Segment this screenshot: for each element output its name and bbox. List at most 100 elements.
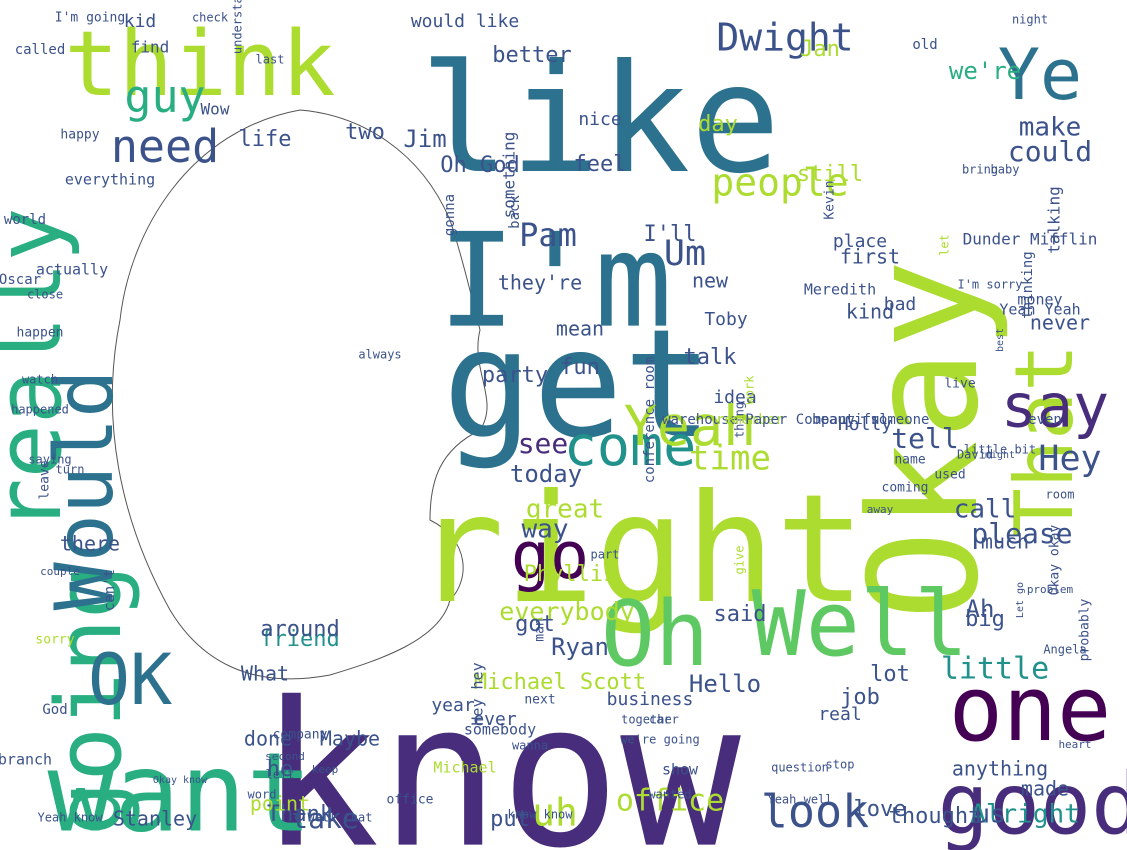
word-like: like <box>419 33 780 207</box>
word-really: really <box>0 207 82 532</box>
word-always: always <box>358 348 401 362</box>
word-ye: Ye <box>998 34 1082 116</box>
word-stop: stop <box>826 758 855 772</box>
word-get: get <box>443 298 714 472</box>
word-can-t: can't <box>102 569 118 611</box>
word-tell: tell <box>891 422 958 455</box>
word-idea: idea <box>713 387 756 408</box>
word-i-m-sorry: I'm sorry <box>957 278 1022 292</box>
word-talking: talking <box>1045 186 1064 253</box>
word-angela: Angela <box>1043 643 1086 657</box>
word-time: time <box>689 439 771 479</box>
word-everything: everything <box>65 171 155 189</box>
word-somebody: somebody <box>464 721 536 739</box>
word-beautiful: beautiful <box>812 412 888 428</box>
word-money: money <box>1017 291 1062 309</box>
word-wanna: wanna <box>512 739 548 753</box>
word-we-re-going: we're going <box>620 733 699 747</box>
word-i-m: I'm <box>438 205 673 357</box>
word-work: work <box>743 375 757 405</box>
word-think: think <box>65 12 336 117</box>
word-hey-hey: Hey hey <box>469 662 487 725</box>
word-put: put <box>490 807 530 832</box>
word-uh: uh <box>532 791 578 835</box>
word-little-bit: little bit <box>964 443 1036 457</box>
word-yeah-yeah: Yeah Yeah <box>999 301 1080 319</box>
word-oh: Oh <box>601 582 709 687</box>
word-coming: coming <box>882 481 929 496</box>
word-old: old <box>912 37 937 53</box>
word-come: come <box>564 414 696 478</box>
word-best: best <box>995 328 1006 352</box>
word-bring: bring <box>962 163 998 177</box>
word-need: need <box>111 120 219 173</box>
word-two: two <box>345 120 385 145</box>
word-called: called <box>15 42 66 58</box>
word-saying: saying <box>28 453 71 467</box>
word-thing: thing <box>733 402 747 438</box>
word-god: God <box>42 702 67 718</box>
word-company: company <box>273 728 328 743</box>
word-question: question <box>771 761 829 775</box>
word-happened: happened <box>11 403 69 417</box>
word-probably: probably <box>1078 599 1093 662</box>
head-silhouette-mask <box>111 109 488 680</box>
word-got: got <box>515 612 555 637</box>
word-actually: actually <box>36 261 108 279</box>
word-please: please <box>971 517 1072 550</box>
word-branch: branch <box>0 751 52 769</box>
word-he: he <box>267 757 294 782</box>
word-kind: kind <box>846 300 894 324</box>
word-turn: turn <box>56 463 85 477</box>
word-i-m-going: I'm going <box>55 11 125 26</box>
word-conference-room: conference room <box>642 357 658 483</box>
word-used: used <box>934 468 965 483</box>
word-year: year <box>431 695 475 716</box>
word-let-go: Let go <box>1015 582 1026 618</box>
word-baby: baby <box>991 163 1020 177</box>
word-close: close <box>27 288 63 302</box>
word-talk: talk <box>684 345 737 370</box>
word-wanted: wanted <box>648 788 691 802</box>
word-live: live <box>944 377 975 392</box>
word-know-know: know know <box>507 808 573 822</box>
word-kevin: Kevin <box>823 180 838 219</box>
word-thinking: thinking <box>1020 251 1036 318</box>
word-um: Um <box>664 234 706 274</box>
word-together: together <box>621 713 679 727</box>
word-part: part <box>591 548 620 562</box>
word-happy: happy <box>60 128 99 143</box>
word-ah: Ah <box>966 595 995 623</box>
word-i-ll: I'll <box>644 222 697 247</box>
word-okay: Okay <box>838 259 1012 620</box>
word-place: place <box>833 231 887 252</box>
word-last: last <box>256 53 285 67</box>
word-business: business <box>607 689 694 710</box>
word-toby: Toby <box>704 309 748 330</box>
word-say: say <box>1001 372 1109 442</box>
word-yeah-know: Yeah know <box>37 811 103 825</box>
word-david: David <box>957 448 993 462</box>
word-hey: Hey <box>1038 439 1101 479</box>
word-holly: Holly <box>838 414 892 435</box>
word-leave: leave <box>38 460 53 499</box>
word-ok: OK <box>88 639 172 721</box>
word-next: next <box>524 693 555 708</box>
word-want: want <box>48 728 313 850</box>
word-great: great <box>526 495 604 525</box>
word-something: something <box>500 132 519 219</box>
word-way: way <box>522 515 569 545</box>
word-around: around <box>260 617 339 642</box>
word-check: check <box>192 11 229 25</box>
word-still: still <box>797 162 863 187</box>
word-guy: guy <box>124 70 205 123</box>
word-couple: couple <box>40 565 80 578</box>
word-there: there <box>60 532 120 556</box>
word-alright: Alright <box>970 800 1080 830</box>
word-take: take <box>291 802 358 835</box>
word-well-that: Well that <box>307 811 372 825</box>
word-bad: bad <box>884 294 917 315</box>
word-done: done <box>244 727 292 751</box>
